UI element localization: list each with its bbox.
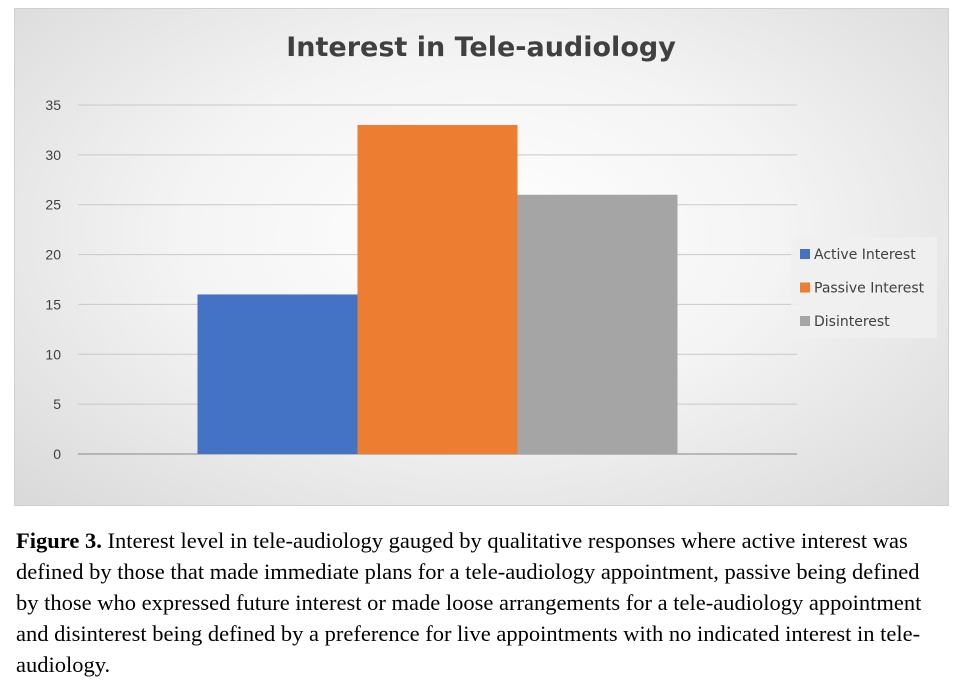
y-tick-label: 20 (45, 247, 61, 263)
bar-disinterest (517, 194, 678, 454)
y-tick-label: 5 (53, 396, 61, 412)
legend: Active Interest Passive Interest Disintere… (791, 237, 937, 338)
y-tick-label: 0 (53, 446, 61, 462)
chart-title: Interest in Tele-audiology (286, 32, 676, 63)
caption-text: Interest level in tele-audiology gauged … (16, 528, 922, 677)
legend-swatch (800, 282, 810, 293)
legend-label: Passive Interest (814, 281, 925, 297)
y-axis-ticks: 0 5 10 15 20 25 30 35 (45, 97, 61, 462)
legend-background (791, 237, 937, 338)
bar-chart: Interest in Tele-audiology 0 5 10 15 20 25 30 3… (45, 32, 937, 462)
y-tick-label: 10 (45, 346, 61, 362)
legend-swatch (800, 316, 810, 326)
caption-label: Figure 3. (16, 528, 102, 553)
chart-panel: Interest in Tele-audiology 0 5 10 15 20 25 30 3… (14, 8, 949, 506)
y-tick-label: 25 (45, 197, 61, 213)
bars (197, 124, 678, 454)
y-tick-label: 30 (45, 147, 61, 163)
figure-caption: Figure 3. Interest level in tele-audiolo… (16, 525, 946, 680)
legend-label: Active Interest (814, 247, 916, 263)
legend-label: Disinterest (814, 314, 890, 330)
bar-passive-interest (357, 124, 518, 454)
y-tick-label: 35 (45, 97, 61, 113)
y-tick-label: 15 (45, 296, 61, 312)
bar-active-interest (197, 294, 358, 454)
legend-swatch (800, 249, 810, 259)
